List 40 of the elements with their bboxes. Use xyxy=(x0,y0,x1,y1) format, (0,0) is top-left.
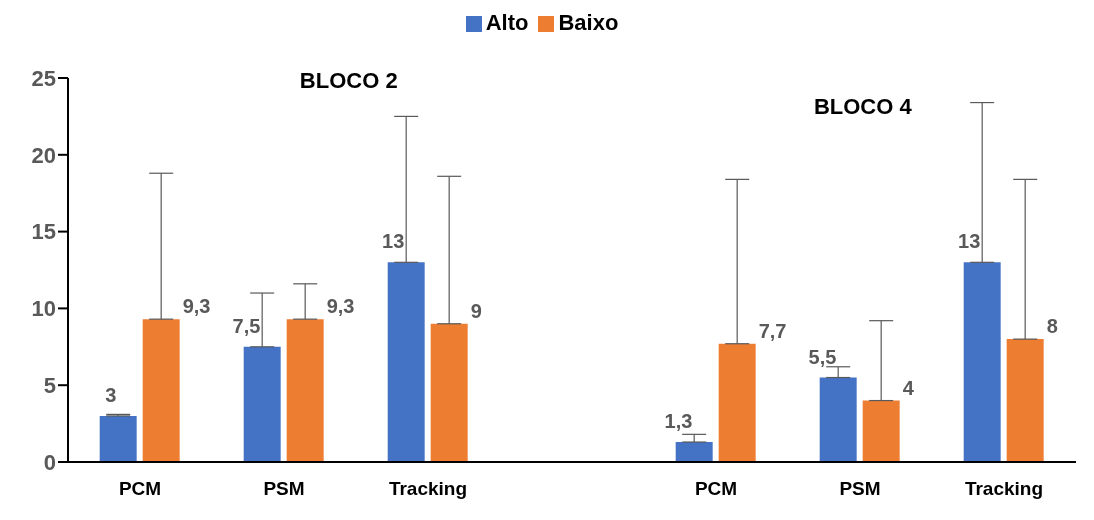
y-tick-label: 25 xyxy=(31,65,56,91)
data-label: 7,7 xyxy=(758,319,787,342)
bar xyxy=(675,442,713,462)
x-tick-label: Tracking xyxy=(388,478,468,500)
annotation: BLOCO 2 xyxy=(299,68,398,95)
bar xyxy=(862,400,900,462)
data-label: 1,3 xyxy=(664,410,693,433)
legend-label: Baixo xyxy=(558,10,619,35)
bar xyxy=(243,346,281,462)
x-tick-label: Tracking xyxy=(964,478,1044,500)
data-label: 9,3 xyxy=(326,295,355,318)
bar xyxy=(286,319,324,462)
x-tick-label: PSM xyxy=(263,478,305,500)
data-label: 13 xyxy=(958,230,981,253)
bar xyxy=(718,343,756,462)
data-label: 9,3 xyxy=(182,295,211,318)
x-tick-label: PSM xyxy=(839,478,881,500)
bar xyxy=(1006,339,1044,462)
x-tick-label: PCM xyxy=(118,478,162,500)
x-tick-label: PCM xyxy=(694,478,738,500)
y-tick-label: 5 xyxy=(43,373,56,399)
bar xyxy=(430,323,468,462)
bar xyxy=(142,319,180,462)
data-label: 13 xyxy=(382,230,405,253)
data-label: 8 xyxy=(1046,315,1058,338)
data-label: 3 xyxy=(105,383,117,406)
bar xyxy=(819,377,857,462)
y-tick-label: 0 xyxy=(43,449,56,475)
y-tick-label: 15 xyxy=(31,219,56,245)
annotation: BLOCO 4 xyxy=(813,93,912,120)
bar xyxy=(99,415,137,462)
data-label: 5,5 xyxy=(808,345,837,368)
legend-label: Alto xyxy=(485,10,529,35)
bar xyxy=(963,262,1001,462)
bar xyxy=(387,262,425,462)
data-label: 7,5 xyxy=(232,314,261,337)
y-tick-label: 10 xyxy=(31,296,56,322)
data-label: 4 xyxy=(902,376,915,399)
y-tick-label: 20 xyxy=(31,142,56,168)
data-label: 9 xyxy=(470,299,482,322)
